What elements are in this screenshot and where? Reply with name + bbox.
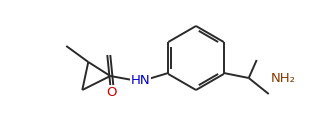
Text: O: O (106, 86, 117, 100)
Text: NH₂: NH₂ (271, 72, 296, 86)
Text: HN: HN (130, 75, 150, 88)
